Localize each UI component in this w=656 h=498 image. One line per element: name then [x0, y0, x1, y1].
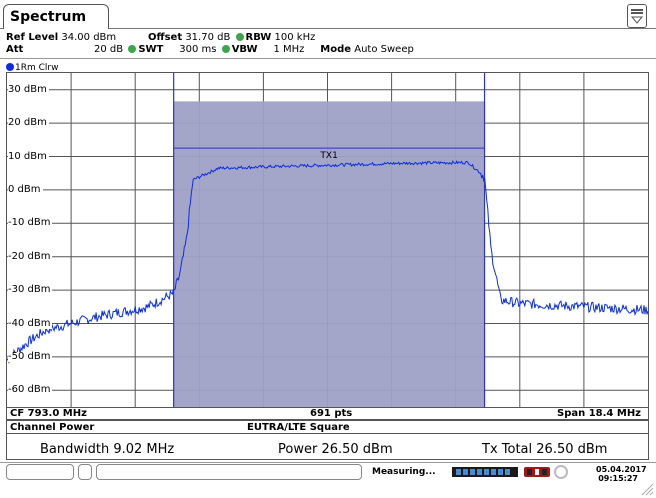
center-frequency: CF 793.0 MHz — [10, 408, 87, 419]
trace-1-line — [7, 160, 648, 364]
mode-value: Auto Sweep — [354, 44, 414, 55]
bandwidth-label: Bandwidth — [40, 442, 110, 457]
vbw-coupled-dot-icon — [221, 45, 230, 53]
att-value: 20 dB — [94, 44, 124, 55]
span-value: Span 18.4 MHz — [557, 408, 642, 419]
tx-total-label: Tx Total — [482, 442, 533, 457]
progress-bar-icon — [452, 467, 518, 477]
status-text: Measuring... — [372, 467, 436, 477]
measurement-name: Channel Power — [10, 422, 95, 433]
measurement-table-divider — [6, 433, 649, 434]
offset-value: 31.70 dB — [185, 32, 231, 43]
trace-label: 1Rm Clrw — [6, 62, 58, 74]
trace-1-dot-icon — [6, 63, 14, 71]
status-divider — [0, 462, 656, 463]
swt-label: SWT — [138, 44, 164, 55]
tab-divider — [0, 28, 656, 29]
dropdown-menu-icon — [630, 9, 644, 24]
bandwidth-value: 9.02 MHz — [113, 442, 175, 457]
att-label: Att — [6, 44, 24, 55]
status-field-2[interactable] — [78, 464, 92, 480]
tab-title: Spectrum — [10, 9, 87, 25]
y-tick-label: -30 dBm — [8, 284, 53, 296]
y-tick-label: -50 dBm — [8, 350, 53, 362]
sweep-points: 691 pts — [310, 408, 353, 419]
channel-power-area — [173, 101, 485, 407]
rbw-coupled-dot-icon — [235, 33, 244, 41]
offset-label: Offset — [148, 32, 183, 43]
tx-total-readout: Tx Total 26.50 dBm — [482, 442, 607, 457]
ref-level-label: Ref Level — [6, 32, 59, 43]
ref-level-value: 34.00 dBm — [61, 32, 117, 43]
y-tick-label: -60 dBm — [8, 384, 53, 396]
trace-label-text: 1Rm Clrw — [15, 63, 59, 73]
spectrum-plot[interactable]: TX1 — [7, 73, 648, 407]
overload-warning-icon — [524, 467, 550, 477]
swt-value: 300 ms — [179, 44, 217, 55]
mode-label: Mode — [320, 44, 352, 55]
status-field-1[interactable] — [6, 464, 74, 480]
vbw-value: 1 MHz — [273, 44, 305, 55]
resize-grip-icon[interactable] — [640, 482, 654, 496]
vbw-label: VBW — [231, 44, 258, 55]
menu-icon[interactable] — [627, 4, 647, 28]
y-tick-label: 10 dBm — [8, 150, 49, 162]
y-tick-label: 0 dBm — [8, 183, 43, 195]
offset-group: Offset 31.70 dB RBW 100 kHz — [148, 32, 315, 43]
y-tick-label: 20 dBm — [8, 117, 49, 129]
power-readout: Power 26.50 dBm — [278, 442, 393, 457]
y-tick-label: -40 dBm — [8, 317, 53, 329]
status-time: 09:15:27 — [598, 474, 638, 483]
power-label: Power — [278, 442, 318, 457]
date-time: 05.04.2017 09:15:27 — [596, 465, 647, 483]
settings-line-1: Ref Level 34.00 dBm — [6, 32, 116, 43]
measurement-standard: EUTRA/LTE Square — [247, 422, 350, 433]
bandwidth-readout: Bandwidth 9.02 MHz — [40, 442, 174, 457]
status-date: 05.04.2017 — [596, 465, 647, 474]
lxi-icon — [554, 465, 568, 479]
y-tick-label: -20 dBm — [8, 250, 53, 262]
channel-label-tx1: TX1 — [319, 151, 337, 161]
att-swt-vbw-group: 20 dB SWT 300 ms VBW 1 MHz Mode Auto Swe… — [94, 44, 414, 55]
status-field-3[interactable] — [96, 464, 362, 480]
y-tick-label: -10 dBm — [8, 217, 53, 229]
tab-spectrum[interactable]: Spectrum — [3, 4, 109, 29]
spectrum-plot-frame — [6, 72, 649, 408]
swt-coupled-dot-icon — [128, 45, 137, 53]
rbw-value: 100 kHz — [274, 32, 316, 43]
power-value: 26.50 dBm — [321, 442, 393, 457]
att-group: Att — [6, 44, 23, 55]
measurement-table — [6, 420, 649, 460]
tx-total-value: 26.50 dBm — [536, 442, 608, 457]
settings-divider — [0, 58, 656, 59]
rbw-label: RBW — [245, 32, 272, 43]
y-tick-label: 30 dBm — [8, 83, 49, 95]
bottom-info-bar — [6, 407, 649, 420]
